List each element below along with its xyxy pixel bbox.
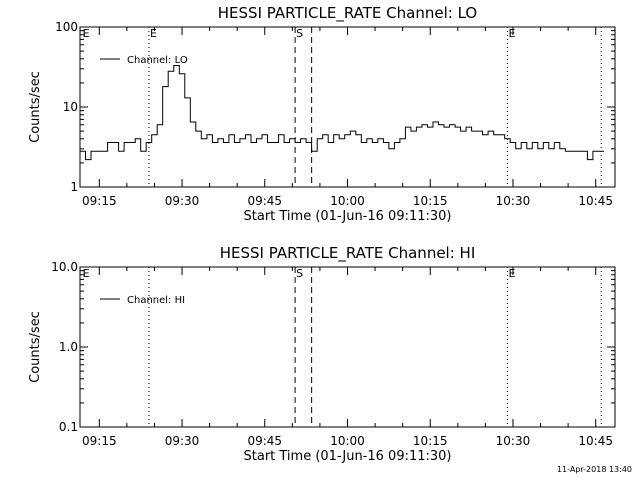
y-tick-label: 100 [55, 20, 78, 34]
y-axis-label: Counts/sec [28, 311, 43, 383]
x-tick-label: 10:30 [496, 194, 531, 208]
plot-frame [79, 266, 616, 428]
x-tick-label: 10:00 [330, 434, 365, 448]
x-tick-label: 10:15 [413, 434, 448, 448]
x-tick-label: 10:45 [578, 194, 613, 208]
x-tick-label: 09:45 [247, 194, 282, 208]
series-line [80, 65, 604, 161]
x-axis-label: Start Time (01-Jun-16 09:11:30) [244, 209, 452, 224]
event-marker-label: E [150, 27, 157, 40]
x-tick-label: 09:15 [82, 194, 117, 208]
event-marker-label: E [83, 27, 90, 40]
x-tick-label: 10:30 [496, 434, 531, 448]
timestamp-stamp: 11-Apr-2018 13:40 [556, 465, 632, 474]
y-tick-label: 10 [63, 100, 78, 114]
event-marker-label: E [508, 27, 515, 40]
x-axis-label: Start Time (01-Jun-16 09:11:30) [244, 449, 452, 464]
plot-frame [79, 26, 616, 188]
chart-title: HESSI PARTICLE_RATE Channel: LO [218, 4, 477, 23]
legend-label: Channel: HI [127, 295, 185, 306]
legend-label: Channel: LO [127, 55, 188, 66]
x-tick-label: 09:30 [165, 194, 200, 208]
chart-panel-2: HESSI PARTICLE_RATE Channel: HI 0.1 1.0 10.… [28, 244, 616, 464]
x-tick-label: 10:00 [330, 194, 365, 208]
y-tick-label: 1.0 [59, 340, 78, 354]
x-tick-label: 09:45 [247, 434, 282, 448]
x-tick-label: 09:15 [82, 434, 117, 448]
chart-title: HESSI PARTICLE_RATE Channel: HI [220, 244, 476, 263]
y-tick-label: 10.0 [51, 260, 78, 274]
y-tick-label: 1 [70, 180, 78, 194]
event-marker-label: E [508, 267, 515, 280]
event-marker-label: S [296, 267, 303, 280]
x-tick-label: 10:15 [413, 194, 448, 208]
event-marker-label: S [296, 27, 303, 40]
x-tick-label: 10:45 [578, 434, 613, 448]
y-tick-label: 0.1 [59, 420, 78, 434]
x-tick-label: 09:30 [165, 434, 200, 448]
y-axis-label: Counts/sec [28, 71, 43, 143]
event-marker-label: E [83, 267, 90, 280]
chart-panel-1: HESSI PARTICLE_RATE Channel: LO 1 10 100 09:… [28, 4, 616, 224]
